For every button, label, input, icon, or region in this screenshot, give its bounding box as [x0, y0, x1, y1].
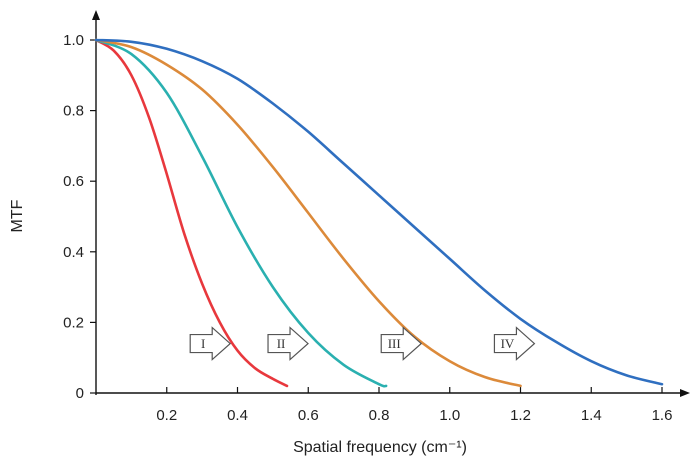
series-line-1: [94, 38, 289, 388]
x-tick-label: 1.4: [581, 407, 602, 424]
arrow-annotation-1: I: [189, 326, 232, 361]
y-tick-label: 0: [76, 385, 84, 402]
x-tick-label: 0.4: [227, 407, 248, 424]
arrow-label: I: [201, 336, 205, 351]
x-tick-label: 0.8: [369, 407, 390, 424]
arrow-annotation-2: II: [267, 326, 309, 361]
arrow-label: II: [277, 336, 286, 351]
x-tick-label: 1.0: [439, 407, 460, 424]
arrow-annotation-3: III: [380, 326, 423, 361]
y-axis-title: MTF: [9, 199, 26, 232]
series-line-4: [94, 38, 664, 386]
x-tick-label: 0.2: [156, 407, 177, 424]
arrow-annotation-4: IV: [493, 326, 536, 361]
ticks: 0.2 0.4 0.6 0.8 1.0 1.2 1.4 1.6 0 0.2 0.4 0.6 0.8 1.0: [63, 32, 672, 424]
y-tick-label: 0.6: [63, 173, 84, 190]
y-tick-label: 1.0: [63, 32, 84, 49]
y-axis-arrowhead: [92, 10, 100, 20]
series-group: [94, 38, 664, 388]
y-tick-label: 0.8: [63, 103, 84, 120]
arrow-label: III: [388, 336, 401, 351]
axes: [92, 10, 690, 397]
series-line-3: [94, 38, 522, 388]
x-tick-label: 1.2: [510, 407, 531, 424]
y-tick-label: 0.4: [63, 244, 84, 261]
arrow-label: IV: [501, 336, 515, 351]
x-tick-label: 0.6: [298, 407, 319, 424]
x-axis-arrowhead: [680, 389, 690, 397]
y-tick-label: 0.2: [63, 314, 84, 331]
x-axis-title: Spatial frequency (cm⁻¹): [293, 439, 467, 456]
hollow-arrow-icon: [267, 326, 309, 361]
hollow-arrow-icon: [493, 326, 536, 361]
series-line-2: [94, 38, 388, 388]
hollow-arrow-icon: [380, 326, 423, 361]
hollow-arrow-icon: [189, 326, 232, 361]
annotations: I II III IV: [189, 326, 536, 361]
x-tick-label: 1.6: [652, 407, 673, 424]
